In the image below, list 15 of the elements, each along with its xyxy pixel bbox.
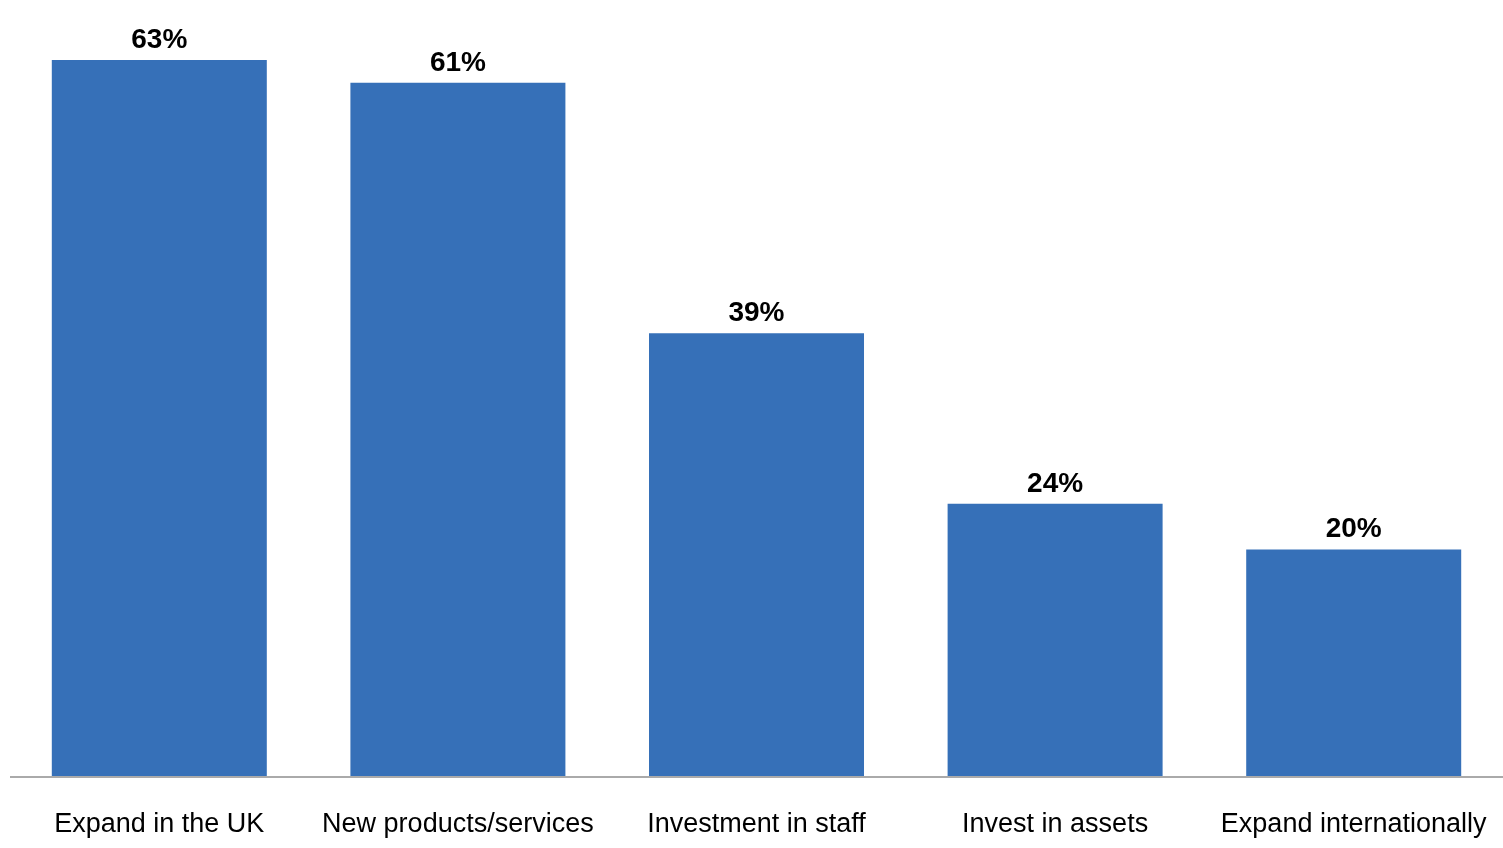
- bar: [1246, 549, 1462, 777]
- x-tick-label: Expand in the UK: [54, 808, 265, 839]
- data-label: 39%: [728, 296, 785, 328]
- bar: [649, 333, 864, 777]
- bar: [350, 82, 566, 777]
- bar: [947, 503, 1163, 777]
- data-label: 24%: [1027, 466, 1084, 498]
- data-label: 20%: [1325, 512, 1382, 544]
- data-label: 63%: [131, 23, 188, 54]
- data-label: 61%: [429, 45, 487, 77]
- x-tick-label: Invest in assets: [962, 808, 1149, 839]
- bar: [51, 60, 267, 777]
- x-tick-label: New products/services: [322, 808, 594, 839]
- x-tick-label: Expand internationally: [1220, 808, 1488, 839]
- x-tick-label: Investment in staff: [647, 808, 867, 839]
